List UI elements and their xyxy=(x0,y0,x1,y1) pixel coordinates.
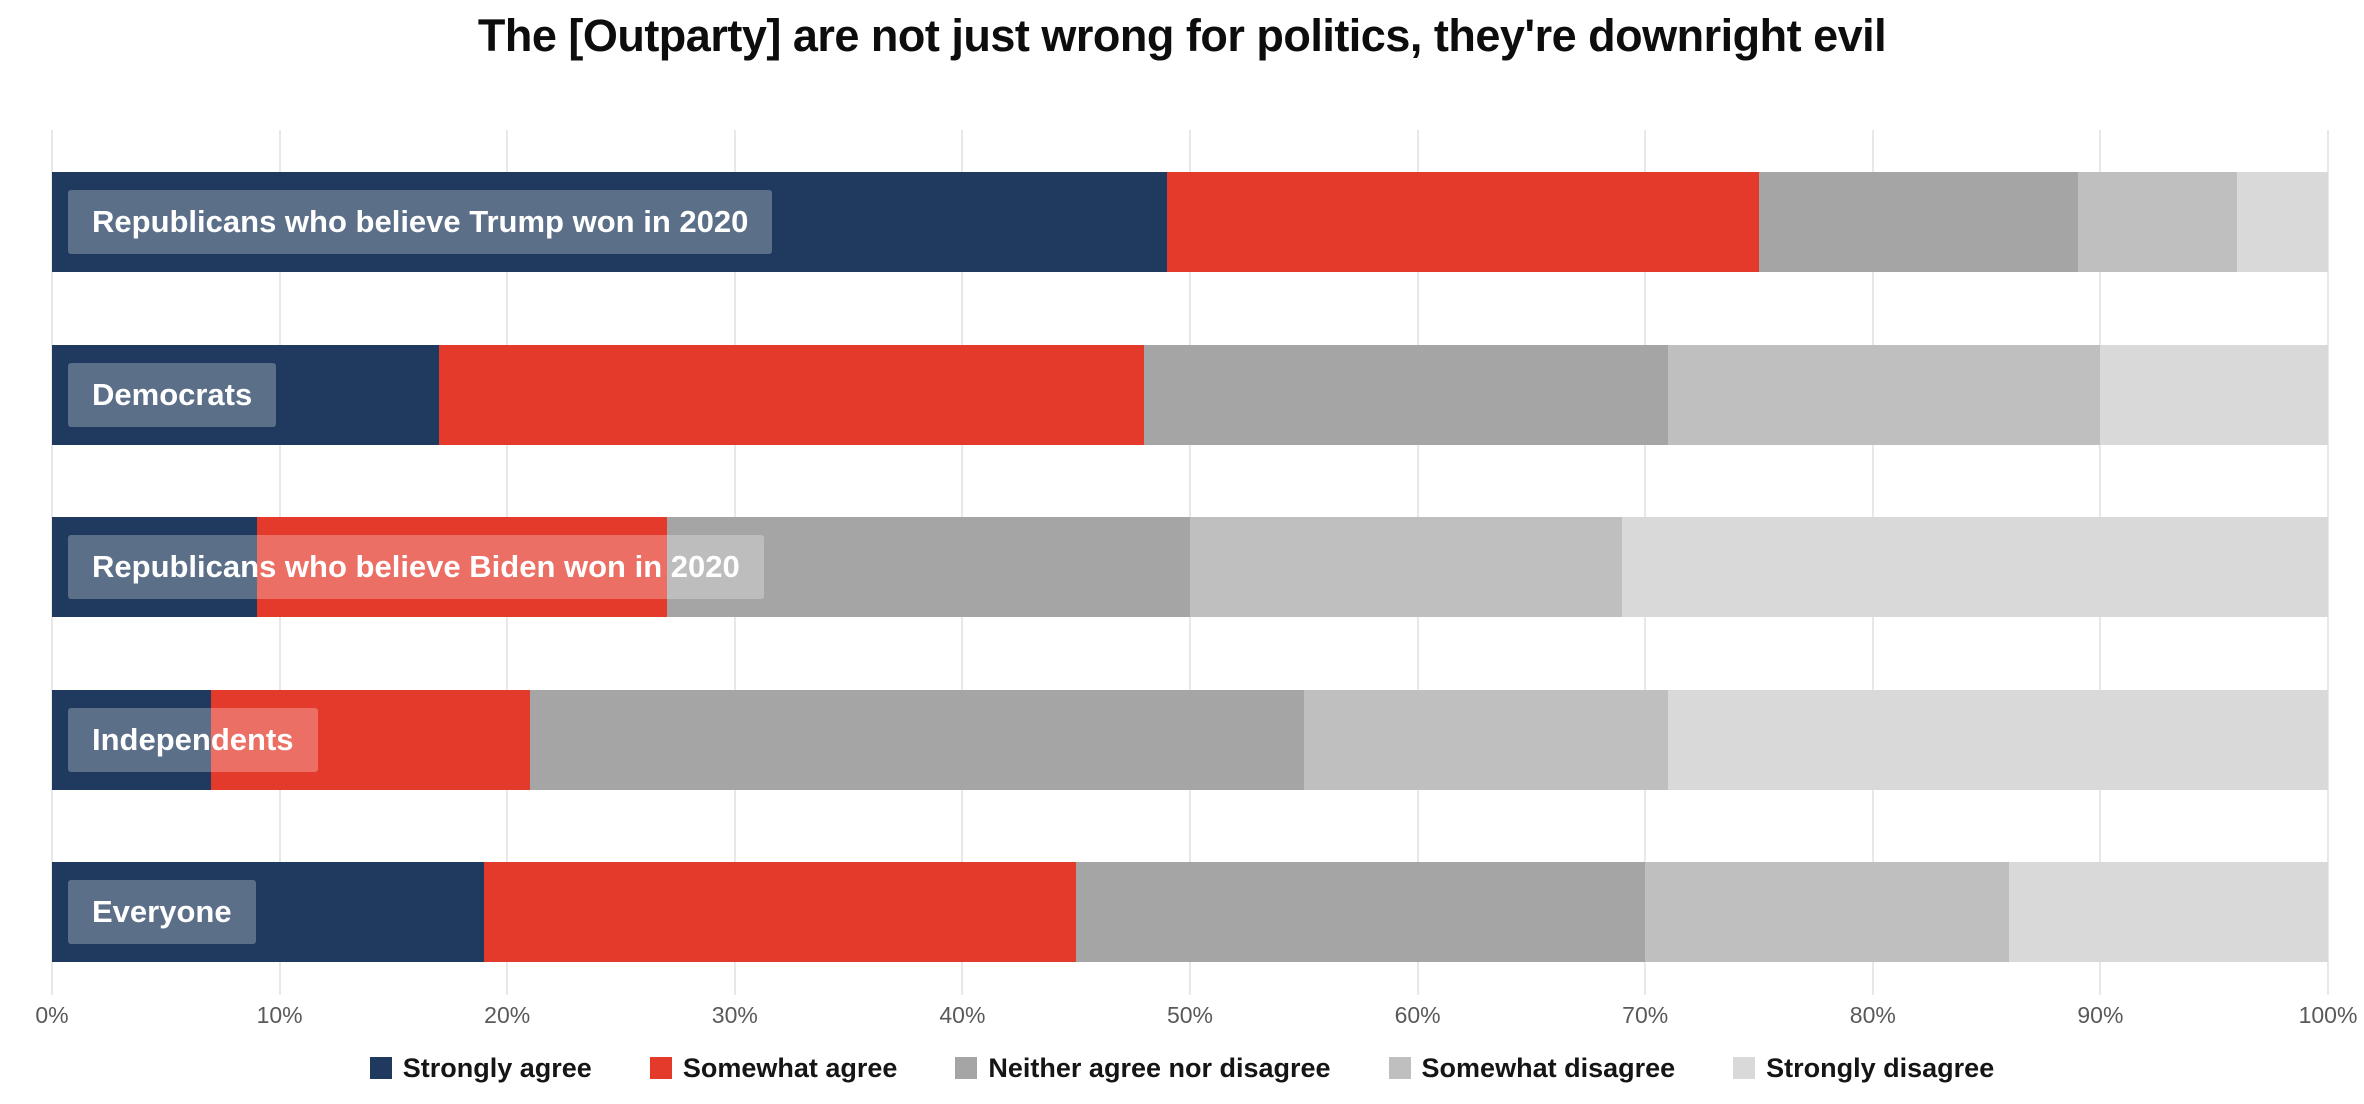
segment-neither-agree-nor-disagree xyxy=(666,517,1190,617)
segment-somewhat-agree xyxy=(211,689,530,790)
legend-swatch-icon xyxy=(369,1057,392,1079)
gridline-100 xyxy=(2327,130,2329,995)
segment-neither-agree-nor-disagree xyxy=(529,689,1304,790)
segment-strongly-agree xyxy=(52,172,1168,272)
legend-label: Neither agree nor disagree xyxy=(988,1052,1331,1083)
legend-item-strongly-disagree: Strongly disagree xyxy=(1733,1053,1994,1084)
segment-strongly-agree xyxy=(52,344,439,445)
segment-somewhat-agree xyxy=(438,344,1145,445)
x-tick-label-50: 50% xyxy=(1166,1002,1214,1028)
segment-strongly-agree xyxy=(52,689,212,790)
segment-strongly-disagree xyxy=(1667,689,2328,790)
segment-strongly-agree xyxy=(52,862,485,962)
segment-strongly-agree xyxy=(52,517,257,617)
legend-item-somewhat-agree: Somewhat agree xyxy=(649,1052,898,1084)
bar-row-democrats: Democrats xyxy=(52,344,2328,445)
segment-strongly-disagree xyxy=(1622,517,2328,617)
legend-swatch-icon xyxy=(955,1057,978,1079)
segment-strongly-disagree xyxy=(2236,172,2328,272)
x-tick-label-20: 20% xyxy=(484,1002,531,1028)
segment-somewhat-agree xyxy=(484,862,1077,962)
segment-somewhat-disagree xyxy=(1667,344,2101,445)
legend-item-somewhat-disagree: Somewhat disagree xyxy=(1388,1052,1676,1084)
x-tick-label-80: 80% xyxy=(1849,1002,1896,1028)
segment-strongly-disagree xyxy=(2009,862,2328,962)
x-axis: 0% 10% 20% 30% 40% 50% 60% 70% 80% 90% 100% xyxy=(35,1002,2357,1032)
row-label-republicans-who-believe-trump-won-in-2020: Republicans who believe Trump won in 202… xyxy=(68,190,773,254)
bar-row-republicans-who-believe-trump-won-in-2020: Republicans who believe Trump won in 202… xyxy=(52,172,2328,272)
x-tick-label-60: 60% xyxy=(1394,1002,1441,1028)
segment-somewhat-disagree xyxy=(2077,172,2237,272)
bar-row-independents: Independents xyxy=(52,689,2328,790)
x-tick-label-90: 90% xyxy=(2077,1002,2124,1028)
legend-label: Strongly agree xyxy=(402,1052,592,1083)
segment-neither-agree-nor-disagree xyxy=(1076,862,1646,962)
segment-neither-agree-nor-disagree xyxy=(1144,344,1668,445)
segment-somewhat-disagree xyxy=(1189,517,1623,617)
x-tick-label-70: 70% xyxy=(1622,1002,1669,1028)
segment-somewhat-disagree xyxy=(1303,689,1668,790)
bar-row-everyone: Everyone xyxy=(52,862,2328,962)
x-tick-label-100: 100% xyxy=(2298,1002,2358,1028)
row-label-republicans-who-believe-biden-won-in-2020: Republicans who believe Biden won in 202… xyxy=(68,535,764,599)
row-label-independents: Independents xyxy=(68,707,318,772)
x-tick-label-30: 30% xyxy=(711,1002,758,1028)
legend-swatch-icon xyxy=(1388,1057,1411,1079)
segment-somewhat-agree xyxy=(256,517,667,617)
row-label-democrats: Democrats xyxy=(68,362,277,427)
x-tick-label-10: 10% xyxy=(256,1002,303,1028)
legend-item-neither-agree-nor-disagree: Neither agree nor disagree xyxy=(955,1052,1331,1084)
legend-swatch-icon xyxy=(649,1057,672,1079)
segment-somewhat-disagree xyxy=(1645,862,2010,962)
legend-label: Somewhat disagree xyxy=(1421,1052,1676,1083)
legend-label: Somewhat agree xyxy=(682,1052,898,1083)
legend: Strongly agree Somewhat agree Neither agre… xyxy=(0,1046,2364,1090)
segment-strongly-disagree xyxy=(2100,344,2328,445)
chart-title: The [Outparty] are not just wrong for po… xyxy=(477,10,1887,61)
plot-area: Republicans who believe Trump won in 202… xyxy=(51,130,2329,995)
legend-label: Strongly disagree xyxy=(1766,1052,1995,1083)
row-label-everyone: Everyone xyxy=(68,880,256,944)
segment-neither-agree-nor-disagree xyxy=(1758,172,2078,272)
legend-item-strongly-agree: Strongly agree xyxy=(369,1052,592,1084)
legend-swatch-icon xyxy=(1733,1057,1756,1079)
x-tick-label-40: 40% xyxy=(939,1002,986,1028)
x-tick-label-0: 0% xyxy=(35,1002,69,1028)
segment-somewhat-agree xyxy=(1167,172,1759,272)
bar-row-republicans-who-believe-biden-won-in-2020: Republicans who believe Biden won in 202… xyxy=(52,517,2328,617)
